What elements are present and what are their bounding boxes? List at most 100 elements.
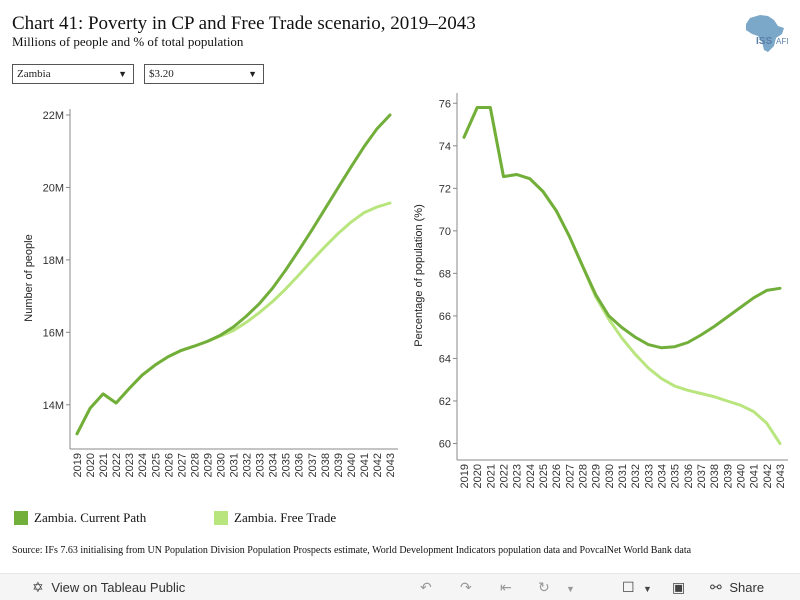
x-tick-label: 2041 [749, 464, 761, 488]
share-button[interactable]: ⚯ Share [710, 574, 764, 600]
x-tick-label: 2021 [485, 464, 497, 488]
y-tick-label: 72 [439, 183, 451, 195]
x-tick-label: 2027 [176, 453, 188, 477]
chart-subtitle: Millions of people and % of total popula… [12, 34, 244, 49]
redo-button[interactable]: ↷ [460, 574, 472, 600]
x-tick-label: 2024 [525, 464, 537, 488]
x-tick-label: 2020 [85, 453, 97, 477]
legend-item-free-trade[interactable]: Zambia. Free Trade [214, 510, 336, 526]
x-tick-label: 2025 [150, 453, 162, 477]
tableau-toolbar: ✡ View on Tableau Public ↶ ↷ ⇤ ↻ ▼ ☐ ▼ ▣… [0, 573, 800, 600]
x-tick-label: 2035 [670, 464, 682, 488]
download-button[interactable]: ☐ [622, 574, 635, 600]
legend-item-current-path[interactable]: Zambia. Current Path [14, 510, 146, 526]
x-tick-label: 2028 [578, 464, 590, 488]
refresh-dropdown[interactable]: ▼ [566, 574, 575, 600]
x-tick-label: 2024 [137, 453, 149, 477]
x-tick-label: 2020 [472, 464, 484, 488]
x-tick-label: 2036 [294, 453, 306, 477]
x-tick-label: 2023 [124, 453, 136, 477]
legend-label-current-path: Zambia. Current Path [34, 510, 147, 525]
tableau-logo-icon: ✡ [32, 579, 44, 595]
x-tick-label: 2021 [98, 453, 110, 477]
revert-button[interactable]: ⇤ [500, 574, 512, 600]
chevron-down-icon: ▼ [643, 584, 652, 594]
x-tick-label: 2033 [255, 453, 267, 477]
x-tick-label: 2031 [229, 453, 241, 477]
y-axis-title: Percentage of population (%) [413, 204, 425, 346]
view-on-tableau-button[interactable]: ✡ View on Tableau Public [32, 574, 185, 600]
poverty-line-select-value: $3.20 [149, 68, 174, 80]
series-line-free-trade[interactable] [75, 201, 392, 436]
iss-africa-logo: ISS AFI [746, 15, 788, 52]
download-icon: ☐ [622, 579, 635, 595]
x-tick-label: 2038 [709, 464, 721, 488]
x-tick-label: 2042 [372, 453, 384, 477]
revert-icon: ⇤ [500, 579, 512, 595]
poverty-line-select[interactable]: $3.20 ▼ [144, 64, 264, 84]
x-tick-label: 2022 [111, 453, 123, 477]
x-tick-label: 2031 [617, 464, 629, 488]
y-tick-label: 70 [439, 226, 451, 238]
country-select-value: Zambia [17, 68, 51, 80]
y-tick-label: 14M [43, 400, 64, 412]
series-line-current-path[interactable] [462, 106, 782, 350]
x-tick-label: 2043 [385, 453, 397, 477]
undo-button[interactable]: ↶ [420, 574, 432, 600]
x-tick-label: 2029 [202, 453, 214, 477]
chevron-down-icon: ▼ [566, 584, 575, 594]
legend-swatch-free-trade [214, 511, 228, 525]
country-select[interactable]: Zambia ▼ [12, 64, 134, 84]
x-tick-label: 2027 [564, 464, 576, 488]
x-tick-label: 2038 [320, 453, 332, 477]
x-tick-label: 2025 [538, 464, 550, 488]
x-tick-label: 2019 [72, 453, 84, 477]
undo-icon: ↶ [420, 579, 432, 595]
legend-swatch-current-path [14, 511, 28, 525]
y-tick-label: 60 [439, 438, 451, 450]
x-tick-label: 2037 [307, 453, 319, 477]
y-tick-label: 20M [43, 182, 64, 194]
x-tick-label: 2041 [359, 453, 371, 477]
y-tick-label: 18M [43, 255, 64, 267]
y-tick-label: 62 [439, 396, 451, 408]
x-tick-label: 2035 [281, 453, 293, 477]
x-tick-label: 2040 [346, 453, 358, 477]
chevron-down-icon: ▼ [248, 69, 257, 79]
x-tick-label: 2032 [630, 464, 642, 488]
y-tick-label: 16M [43, 327, 64, 339]
x-tick-label: 2029 [591, 464, 603, 488]
series-line-current-path[interactable] [75, 113, 392, 436]
x-tick-label: 2030 [604, 464, 616, 488]
x-tick-label: 2022 [499, 464, 511, 488]
x-tick-label: 2026 [163, 453, 175, 477]
refresh-button[interactable]: ↻ [538, 574, 550, 600]
y-tick-label: 64 [439, 353, 451, 365]
y-axis-title: Number of people [23, 234, 35, 321]
x-tick-label: 2019 [459, 464, 471, 488]
legend-label-free-trade: Zambia. Free Trade [234, 510, 337, 525]
share-icon: ⚯ [710, 579, 722, 595]
x-tick-label: 2042 [762, 464, 774, 488]
download-dropdown[interactable]: ▼ [643, 574, 652, 600]
logo-text: ISS [756, 36, 772, 47]
x-tick-label: 2028 [189, 453, 201, 477]
series-line-free-trade[interactable] [462, 106, 782, 445]
x-tick-label: 2026 [551, 464, 563, 488]
x-tick-label: 2043 [775, 464, 787, 488]
source-note: Source: IFs 7.63 initialising from UN Po… [12, 545, 692, 556]
x-tick-label: 2032 [242, 453, 254, 477]
x-tick-label: 2034 [268, 453, 280, 477]
refresh-icon: ↻ [538, 579, 550, 595]
x-tick-label: 2040 [736, 464, 748, 488]
share-label: Share [729, 580, 765, 595]
chevron-down-icon: ▼ [118, 69, 127, 79]
y-tick-label: 22M [43, 110, 64, 122]
fullscreen-button[interactable]: ▣ [672, 574, 685, 600]
x-tick-label: 2039 [722, 464, 734, 488]
y-tick-label: 74 [439, 141, 451, 153]
x-tick-label: 2037 [696, 464, 708, 488]
y-tick-label: 76 [439, 98, 451, 110]
